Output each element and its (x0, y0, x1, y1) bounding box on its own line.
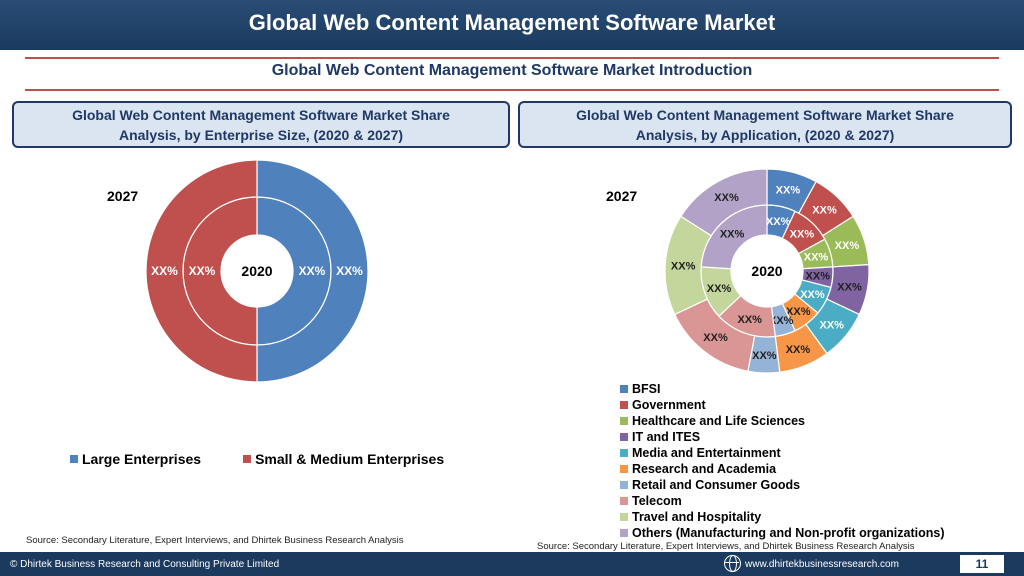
right-heading-line2: Analysis, by Application, (2020 & 2027) (635, 127, 895, 143)
footer-copyright: © Dhirtek Business Research and Consulti… (10, 559, 280, 570)
application-legend-label-research-and-academia: Research and Academia (632, 462, 777, 476)
application-legend-item-it-and-ites: IT and ITES (620, 429, 945, 445)
left-source-note: Source: Secondary Literature, Expert Int… (26, 535, 404, 546)
enterprise-legend-swatch-small-medium-enterprises (243, 455, 252, 463)
application-legend-item-research-and-academia: Research and Academia (620, 461, 945, 477)
enterprise-center-hole (222, 236, 292, 306)
application-legend-swatch-government (620, 401, 628, 409)
application-outer-label-retail-and-consumer-goods: XX% (752, 350, 777, 362)
application-legend-swatch-research-and-academia (620, 465, 628, 473)
enterprise-legend-label-small-medium-enterprises: Small & Medium Enterprises (255, 451, 445, 467)
left-year-2027-label: 2027 (107, 188, 139, 204)
application-legend-item-bfsi: BFSI (620, 381, 945, 397)
application-outer-label-telecom: XX% (703, 332, 728, 344)
application-legend-swatch-others-manufacturing-and-non-profit-organizations (620, 529, 628, 537)
application-legend-swatch-healthcare-and-life-sciences (620, 417, 628, 425)
application-outer-label-research-and-academia: XX% (786, 344, 811, 356)
enterprise-outer-slice-small-medium-enterprises (145, 159, 258, 383)
page-number: 11 (960, 555, 1004, 573)
application-center-year-label: 2020 (751, 263, 782, 279)
application-legend-item-government: Government (620, 397, 945, 413)
left-heading-line1: Global Web Content Management Software M… (72, 107, 450, 123)
application-legend-swatch-it-and-ites (620, 433, 628, 441)
right-legend: BFSI Government Healthcare and Life Scienc… (620, 381, 945, 541)
application-legend-item-telecom: Telecom (620, 493, 945, 509)
application-inner-label-telecom: XX% (737, 314, 762, 326)
application-legend-item-travel-and-hospitality: Travel and Hospitality (620, 509, 945, 525)
right-chart-heading: Global Web Content Management Software M… (518, 101, 1012, 148)
application-legend-item-media-and-entertainment: Media and Entertainment (620, 445, 945, 461)
application-inner-label-bfsi: XX% (766, 216, 791, 228)
application-legend-item-others-manufacturing-and-non-profit-organizations: Others (Manufacturing and Non-profit org… (620, 525, 945, 541)
application-inner-label-healthcare-and-life-sciences: XX% (804, 252, 829, 264)
enterprise-inner-label-large-enterprises: XX% (299, 264, 326, 278)
application-legend-swatch-bfsi (620, 385, 628, 393)
footer-website-link[interactable]: www.dhirtekbusinessresearch.com (745, 559, 899, 570)
application-inner-label-retail-and-consumer-goods: XX% (769, 315, 794, 327)
page-subtitle: Global Web Content Management Software M… (271, 62, 753, 79)
application-legend-label-healthcare-and-life-sciences: Healthcare and Life Sciences (632, 414, 805, 428)
application-outer-slice-others-manufacturing-and-non-profit-organizations (680, 168, 768, 237)
application-legend-label-government: Government (632, 398, 706, 412)
application-inner-label-research-and-academia: XX% (786, 306, 811, 318)
bottom-divider (25, 89, 999, 91)
application-inner-label-media-and-entertainment: XX% (800, 289, 825, 301)
header-bar: Global Web Content Management Software M… (0, 0, 1024, 50)
enterprise-outer-label-small-medium-enterprises: XX% (151, 264, 178, 278)
application-inner-label-others-manufacturing-and-non-profit-organizations: XX% (720, 229, 745, 241)
application-outer-label-others-manufacturing-and-non-profit-organizations: XX% (714, 192, 739, 204)
right-year-2027-label: 2027 (606, 188, 638, 204)
right-heading-line1: Global Web Content Management Software M… (576, 107, 954, 123)
enterprise-legend-item-large-enterprises: Large Enterprises (70, 451, 201, 467)
right-source-note: Source: Secondary Literature, Expert Int… (537, 541, 915, 552)
application-legend-label-others-manufacturing-and-non-profit-organizations: Others (Manufacturing and Non-profit org… (632, 526, 945, 540)
application-outer-label-it-and-ites: XX% (837, 282, 862, 294)
application-inner-label-government: XX% (790, 229, 815, 241)
globe-icon (724, 555, 741, 572)
enterprise-inner-label-small-medium-enterprises: XX% (189, 264, 216, 278)
application-legend-item-retail-and-consumer-goods: Retail and Consumer Goods (620, 477, 945, 493)
left-chart-heading: Global Web Content Management Software M… (12, 101, 510, 148)
application-legend-swatch-travel-and-hospitality (620, 513, 628, 521)
application-legend-label-bfsi: BFSI (632, 382, 661, 396)
top-divider (25, 57, 999, 59)
application-legend-swatch-telecom (620, 497, 628, 505)
application-legend-swatch-retail-and-consumer-goods (620, 481, 628, 489)
enterprise-outer-slice-large-enterprises (256, 159, 369, 383)
header-title: Global Web Content Management Software M… (248, 10, 776, 35)
enterprise-outer-label-large-enterprises: XX% (336, 264, 363, 278)
application-outer-label-healthcare-and-life-sciences: XX% (835, 240, 860, 252)
application-legend-swatch-media-and-entertainment (620, 449, 628, 457)
application-center-hole (732, 236, 802, 306)
left-legend: Large Enterprises Small & Medium Enterpri… (70, 451, 444, 467)
application-legend-label-it-and-ites: IT and ITES (632, 430, 701, 444)
application-inner-label-travel-and-hospitality: XX% (707, 283, 732, 295)
application-outer-label-media-and-entertainment: XX% (819, 319, 844, 331)
application-outer-label-government: XX% (812, 205, 837, 217)
application-outer-label-travel-and-hospitality: XX% (671, 261, 696, 273)
enterprise-center-year-label: 2020 (241, 263, 272, 279)
enterprise-legend-swatch-large-enterprises (70, 455, 78, 463)
enterprise-legend-item-small-medium-enterprises: Small & Medium Enterprises (243, 451, 444, 467)
left-heading-line2: Analysis, by Enterprise Size, (2020 & 20… (118, 127, 404, 143)
application-legend-label-travel-and-hospitality: Travel and Hospitality (632, 510, 762, 524)
footer-bar: © Dhirtek Business Research and Consulti… (0, 552, 1024, 576)
application-legend-label-telecom: Telecom (632, 494, 682, 508)
application-outer-label-bfsi: XX% (776, 184, 801, 196)
application-legend-item-healthcare-and-life-sciences: Healthcare and Life Sciences (620, 413, 945, 429)
enterprise-legend-label-large-enterprises: Large Enterprises (82, 451, 202, 467)
application-inner-label-it-and-ites: XX% (806, 271, 831, 283)
application-legend-label-media-and-entertainment: Media and Entertainment (632, 446, 781, 460)
application-legend-label-retail-and-consumer-goods: Retail and Consumer Goods (632, 478, 801, 492)
